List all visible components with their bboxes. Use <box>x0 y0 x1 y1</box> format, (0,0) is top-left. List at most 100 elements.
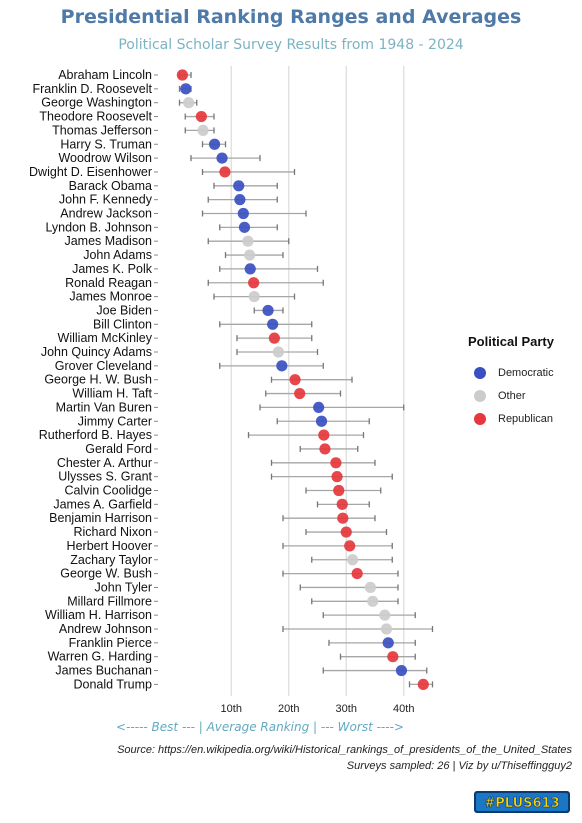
credit-note: Surveys sampled: 26 | Viz by u/Thiseffin… <box>346 760 572 772</box>
president-label: James Madison <box>64 234 152 248</box>
legend-item-other: Other <box>468 384 578 407</box>
president-label: John F. Kennedy <box>59 193 153 207</box>
plus613-logo: #PLUS613 <box>474 791 570 813</box>
average-point <box>395 664 408 677</box>
average-point <box>262 304 274 317</box>
president-label: Bill Clinton <box>93 317 152 331</box>
average-point <box>234 194 246 206</box>
x-axis-caption: <----- Best --- | Average Ranking | --- … <box>116 720 404 734</box>
legend-swatch-other <box>474 389 486 402</box>
average-point <box>248 277 260 289</box>
chart-title: Presidential Ranking Ranges and Averages <box>60 6 522 28</box>
president-label: George Washington <box>41 96 152 110</box>
average-point <box>183 97 195 109</box>
plot-area <box>168 66 440 696</box>
president-label: Warren G. Harding <box>48 650 152 664</box>
average-point <box>216 152 228 164</box>
president-label: Herbert Hoover <box>67 539 152 553</box>
average-point <box>336 498 348 510</box>
president-label: Dwight D. Eisenhower <box>29 165 152 179</box>
average-point <box>319 443 331 455</box>
president-label: Andrew Jackson <box>60 207 152 221</box>
average-point <box>331 471 343 483</box>
president-label: Donald Trump <box>73 677 152 691</box>
average-point <box>289 374 301 386</box>
average-point <box>242 235 254 247</box>
source-note: Source: https://en.wikipedia.org/wiki/Hi… <box>117 744 572 756</box>
president-label: Martin Van Buren <box>56 400 152 414</box>
president-label: William McKinley <box>58 331 153 345</box>
president-label: Richard Nixon <box>73 525 152 539</box>
president-label: John Tyler <box>95 580 152 594</box>
president-label: William H. Taft <box>72 387 152 401</box>
legend-label-other: Other <box>498 389 526 402</box>
president-label: Ulysses S. Grant <box>58 470 152 484</box>
average-point <box>351 568 363 580</box>
x-tick-label: 20th <box>278 703 299 715</box>
president-label: Benjamin Harrison <box>49 511 152 525</box>
president-label: George W. Bush <box>60 567 152 581</box>
legend-item-democratic: Democratic <box>468 361 578 384</box>
average-point <box>244 249 256 261</box>
x-tick-label: 40th <box>393 703 414 715</box>
svg-text:#PLUS613: #PLUS613 <box>484 796 559 811</box>
president-label: James Monroe <box>69 290 152 304</box>
president-label: Franklin D. Roosevelt <box>33 82 153 96</box>
average-point <box>248 291 260 303</box>
president-label: Gerald Ford <box>85 442 152 456</box>
average-point <box>380 623 393 635</box>
president-label: Ronald Reagan <box>65 276 152 290</box>
president-label: Grover Cleveland <box>55 359 152 373</box>
president-label: Theodore Roosevelt <box>39 110 152 124</box>
average-point <box>294 387 306 400</box>
president-label: John Quincy Adams <box>41 345 152 359</box>
president-label: Zachary Taylor <box>70 553 152 567</box>
average-point <box>233 180 245 192</box>
average-point <box>379 609 391 621</box>
average-point <box>382 637 394 649</box>
president-label: John Adams <box>83 248 152 262</box>
president-label: Andrew Johnson <box>59 622 152 636</box>
average-point <box>237 207 249 220</box>
president-label: William H. Harrison <box>45 608 152 622</box>
average-point <box>180 83 192 95</box>
average-point <box>315 415 328 427</box>
president-label: George H. W. Bush <box>44 373 152 387</box>
average-point <box>318 429 330 441</box>
president-label: Abraham Lincoln <box>58 68 152 82</box>
president-label: Calvin Coolidge <box>64 484 152 498</box>
president-label: Franklin Pierce <box>69 636 152 650</box>
legend-swatch-republican <box>474 412 486 425</box>
average-point <box>208 138 221 150</box>
average-point <box>195 110 207 123</box>
average-point <box>276 360 288 372</box>
average-point <box>176 69 188 81</box>
average-point <box>337 512 349 524</box>
president-label: James A. Garfield <box>53 497 152 511</box>
average-point <box>346 554 359 566</box>
x-tick-label: 30th <box>336 703 357 715</box>
president-label: Chester A. Arthur <box>57 456 152 470</box>
average-point <box>364 581 376 594</box>
average-point <box>417 678 429 691</box>
average-point <box>340 526 352 538</box>
president-label: Thomas Jefferson <box>52 123 152 137</box>
average-point <box>268 332 280 344</box>
average-point <box>272 346 284 358</box>
president-label: Jimmy Carter <box>78 414 152 428</box>
legend: Political Party Democratic Other Republi… <box>468 334 578 430</box>
average-point <box>197 124 209 136</box>
president-label: Rutherford B. Hayes <box>39 428 152 442</box>
president-label: Millard Fillmore <box>67 594 152 608</box>
president-label: Joe Biden <box>96 303 152 317</box>
chart-subtitle: Political Scholar Survey Results from 19… <box>118 37 464 53</box>
president-label: Woodrow Wilson <box>58 151 152 165</box>
average-point <box>330 457 342 469</box>
average-point <box>244 263 256 275</box>
average-point <box>333 484 345 497</box>
president-label: James Buchanan <box>55 664 152 678</box>
average-point <box>313 401 325 413</box>
x-tick-label: 10th <box>221 703 242 715</box>
average-point <box>238 221 251 233</box>
